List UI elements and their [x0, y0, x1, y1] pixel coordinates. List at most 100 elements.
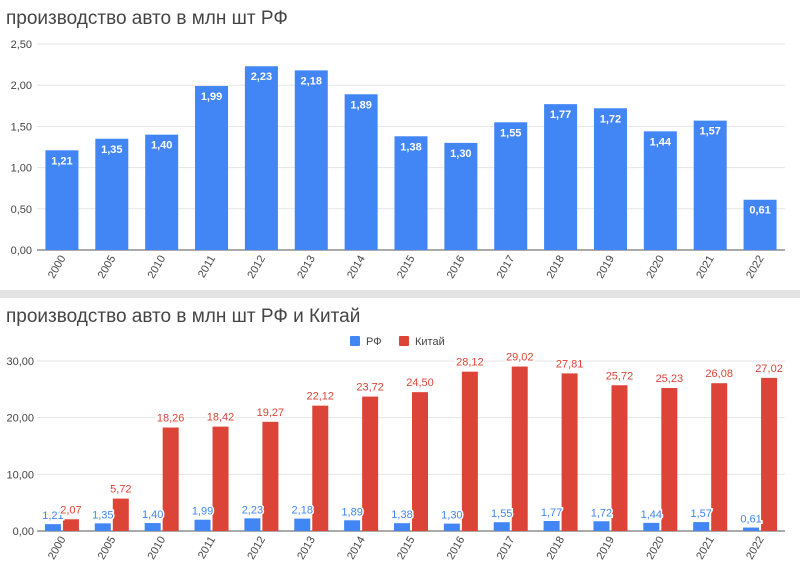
x-tick-label: 2021: [694, 254, 717, 281]
chart-title: производство авто в млн шт РФ: [6, 8, 288, 29]
x-tick-label: 2013: [295, 535, 318, 562]
data-label-china: 25,72: [606, 370, 634, 382]
x-tick-label: 2018: [545, 535, 568, 562]
legend-swatch-rf: [350, 336, 360, 346]
bar-rf: [643, 522, 660, 531]
x-tick-label: 2017: [495, 535, 518, 562]
data-label-rf: 1,40: [142, 509, 163, 521]
bar-rf: [195, 86, 229, 250]
bar-china: [761, 377, 778, 531]
data-label-rf: 1,44: [641, 509, 662, 521]
bar-china: [262, 421, 279, 531]
x-tick-label: 2005: [96, 535, 119, 562]
data-label-rf: 1,40: [151, 140, 172, 152]
bar-rf: [95, 138, 129, 250]
bar-china: [162, 427, 179, 531]
y-tick-label: 20,00: [6, 413, 34, 425]
y-tick-label: 2,00: [11, 80, 32, 92]
x-tick-label: 2010: [146, 535, 169, 562]
chart-panel-rf: производство авто в млн шт РФ 0,00 0,50 1,…: [6, 8, 785, 281]
bar-rf: [244, 66, 278, 250]
data-label-rf: 1,21: [42, 510, 63, 522]
data-label-china: 2,07: [60, 504, 81, 516]
data-label-china: 18,42: [207, 412, 235, 424]
data-label-rf: 0,61: [749, 205, 770, 217]
legend: РФ Китай: [350, 336, 445, 348]
bar-rf: [194, 519, 211, 531]
data-label-china: 19,27: [257, 407, 285, 419]
data-label-china: 22,12: [307, 391, 335, 403]
bar-china: [461, 371, 478, 531]
bar-rf: [743, 527, 760, 531]
bar-rf: [344, 520, 361, 531]
x-tick-label: 2011: [196, 254, 218, 280]
bar-rf: [643, 131, 677, 250]
x-tick-label: 2012: [245, 254, 268, 281]
data-label-rf: 1,38: [391, 509, 412, 521]
data-label-china: 27,81: [556, 358, 584, 370]
bar-china: [112, 498, 129, 531]
bar-china: [62, 519, 79, 531]
bar-rf: [494, 122, 528, 250]
panel-separator: [0, 290, 800, 298]
bar-china: [711, 383, 728, 531]
data-label-rf: 1,99: [192, 506, 213, 518]
x-tick-label: 2005: [96, 254, 119, 281]
y-tick-label: 0,00: [11, 245, 32, 257]
bar-chart-rf: 0,00 0,50 1,00 1,50 2,00 2,50 1,21 2000 1,35 2005…: [11, 39, 785, 281]
data-label-rf: 2,23: [242, 504, 263, 516]
data-label-rf: 1,57: [699, 126, 720, 138]
y-tick-label: 1,50: [11, 121, 32, 133]
data-label-china: 28,12: [456, 357, 484, 369]
data-label-rf: 0,61: [740, 514, 761, 526]
x-tick-label: 2012: [245, 535, 268, 562]
x-tick-label: 2000: [46, 254, 69, 281]
bar-rf: [294, 70, 328, 250]
x-tick-label: 2018: [545, 254, 568, 281]
bar-china: [212, 426, 229, 531]
x-tick-label: 2010: [146, 254, 169, 281]
bar-rf: [44, 524, 61, 531]
bar-rf: [593, 521, 610, 531]
bar-rf: [344, 94, 378, 250]
x-tick-label: 2015: [395, 535, 418, 562]
bar-rf: [244, 518, 261, 531]
data-label-rf: 1,77: [550, 109, 571, 121]
x-tick-label: 2022: [744, 535, 767, 562]
bar-rf: [544, 104, 578, 250]
data-label-china: 29,02: [506, 352, 534, 364]
data-label-china: 23,72: [356, 382, 384, 394]
chart-panel-rf-china: производство авто в млн шт РФ и Китай 0,…: [0, 298, 800, 571]
bar-rf: [743, 199, 777, 250]
y-tick-label: 10,00: [6, 469, 34, 481]
bar-rf: [294, 518, 311, 531]
data-label-rf: 1,57: [690, 508, 711, 520]
x-tick-label: 2016: [445, 254, 468, 281]
x-tick-label: 2017: [495, 254, 518, 281]
x-tick-label: 2015: [395, 254, 418, 281]
chart-title: производство авто в млн шт РФ и Китай: [6, 306, 361, 327]
x-tick-label: 2014: [345, 254, 368, 281]
data-label-rf: 1,89: [350, 99, 371, 111]
bar-china: [412, 392, 428, 531]
x-tick-label: 2000: [46, 535, 69, 562]
data-label-china: 5,72: [110, 484, 131, 496]
data-label-rf: 1,38: [400, 141, 421, 153]
x-tick-label: 2020: [644, 254, 667, 281]
x-tick-label: 2013: [295, 254, 318, 281]
legend-label-china: Китай: [415, 336, 445, 348]
x-tick-label: 2021: [694, 535, 717, 562]
bar-chart-rf-china: 0,00 10,00 20,00 30,00 РФ Китай 1,212,07 2000 1,…: [6, 336, 785, 562]
x-tick-label: 2020: [644, 535, 667, 562]
bar-china: [661, 388, 678, 531]
data-label-rf: 1,77: [541, 507, 562, 519]
x-tick-label: 2011: [196, 535, 218, 561]
bar-china: [362, 396, 379, 531]
bar-rf: [543, 520, 560, 531]
x-tick-label: 2022: [744, 254, 767, 281]
data-label-rf: 1,89: [341, 506, 362, 518]
y-tick-label: 30,00: [6, 356, 34, 368]
bar-rf: [493, 522, 510, 531]
bar-china: [511, 366, 528, 531]
x-tick-label: 2019: [594, 254, 617, 281]
